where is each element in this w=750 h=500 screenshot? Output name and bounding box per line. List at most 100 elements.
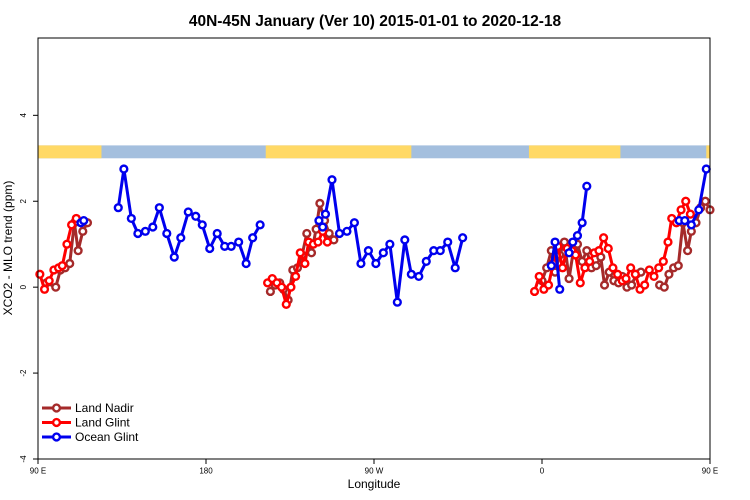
land-glint-point: [39, 284, 50, 294]
ocean-glint-point: [349, 218, 360, 228]
ocean-glint-point: [234, 237, 244, 247]
land-nadir-point: [315, 198, 325, 208]
land-glint-point: [681, 196, 691, 206]
ocean-glint-point: [582, 181, 592, 191]
land-glint-point: [575, 278, 585, 288]
land-glint-point: [543, 280, 554, 290]
ocean-glint-point: [197, 220, 207, 230]
land-band-segment: [706, 145, 710, 159]
land-glint-point: [658, 256, 668, 266]
ocean-glint-point: [140, 226, 150, 236]
ocean-glint-series: [76, 164, 711, 307]
ocean-glint-point: [318, 222, 328, 232]
ocean-glint-point: [555, 284, 565, 294]
land-glint-point: [603, 243, 613, 254]
land-glint-point: [277, 282, 287, 292]
ocean-glint-point: [162, 228, 172, 239]
land-nadir-point: [65, 258, 75, 269]
land-nadir-point: [700, 196, 710, 206]
land-nadir-point: [302, 228, 312, 239]
land-nadir-point: [78, 226, 88, 236]
land-glint-point: [322, 237, 332, 247]
land-glint-point: [676, 205, 686, 215]
land-nadir-series: [41, 196, 715, 305]
land-glint-point: [557, 263, 568, 273]
land-band-segment: [528, 145, 621, 159]
ocean-glint-point: [79, 215, 89, 226]
land-nadir-point: [564, 273, 574, 284]
land-glint-point: [295, 248, 305, 258]
land-glint-point: [44, 276, 54, 286]
series-layer: [35, 164, 715, 309]
land-nadir-point: [582, 246, 592, 256]
land-glint-point: [66, 220, 77, 230]
ocean-glint-point: [119, 164, 129, 174]
land-nadir-point: [306, 248, 317, 258]
ocean-glint-point: [414, 271, 424, 282]
ocean-glint-point: [680, 215, 690, 226]
land-nadir-point: [673, 261, 683, 271]
land-glint-point: [57, 261, 67, 271]
land-glint-point: [598, 233, 609, 243]
x-axis: 90 E 180 90 W 0 90 E: [30, 459, 718, 476]
ocean-glint-point: [133, 228, 143, 239]
land-glint-point: [584, 256, 595, 266]
ocean-glint-point: [564, 248, 574, 258]
land-glint-point: [534, 271, 544, 282]
legend-swatch-marker: [51, 432, 62, 442]
ocean-glint-point: [572, 231, 583, 241]
ocean-glint-point: [320, 209, 331, 219]
ocean-glint-point: [212, 228, 222, 239]
y-tick-label: -4: [19, 455, 28, 463]
ocean-glint-point: [205, 243, 215, 254]
y-axis: -4 -2 0 2 4: [19, 113, 38, 463]
land-glint-point: [649, 271, 659, 282]
x-tick-label: 0: [540, 467, 545, 476]
ocean-glint-point: [392, 297, 402, 307]
land-glint-point: [630, 269, 640, 279]
ocean-glint-point: [686, 220, 696, 230]
land-glint-point: [580, 263, 590, 273]
legend-swatch-marker: [51, 403, 62, 413]
y-tick-label: 0: [19, 284, 28, 289]
ocean-glint-point: [126, 213, 136, 224]
land-glint-point: [640, 280, 650, 290]
land-nadir-point: [73, 246, 83, 256]
land-nadir-point: [659, 282, 669, 292]
x-tick-label: 90 W: [365, 467, 384, 476]
land-nadir-point: [599, 280, 610, 290]
land-glint-point: [281, 299, 291, 309]
ocean-glint-point: [385, 239, 395, 249]
land-glint-point: [313, 237, 323, 247]
ocean-glint-point: [701, 164, 711, 174]
ocean-glint-point: [248, 233, 258, 243]
ocean-glint-point: [148, 222, 158, 232]
ocean-glint-point: [400, 235, 410, 245]
ocean-glint-point: [450, 263, 460, 273]
ocean-glint-line: [324, 178, 465, 304]
ocean-glint-point: [356, 258, 366, 269]
ocean-glint-point: [371, 258, 381, 269]
y-tick-label: 4: [19, 113, 28, 118]
land-nadir-point: [682, 246, 693, 256]
legend-label: Land Glint: [75, 416, 130, 430]
ocean-glint-point: [363, 246, 374, 256]
ocean-glint-point: [458, 233, 468, 243]
ocean-glint-point: [342, 226, 352, 236]
land-glint-point: [644, 265, 654, 275]
ocean-glint-point: [435, 246, 445, 256]
ocean-glint-point: [255, 220, 265, 230]
x-axis-label: Longitude: [348, 477, 401, 491]
ocean-glint-point: [327, 175, 337, 185]
land-glint-point: [654, 263, 664, 273]
land-glint-point: [612, 269, 623, 279]
land-nadir-point: [664, 269, 674, 279]
land-glint-point: [621, 273, 631, 284]
land-nadir-point: [265, 286, 276, 297]
land-band-segment: [38, 145, 102, 159]
land-glint-point: [300, 258, 310, 269]
ocean-glint-point: [577, 218, 587, 228]
land-glint-point: [62, 239, 72, 249]
land-nadir-point: [591, 261, 601, 271]
